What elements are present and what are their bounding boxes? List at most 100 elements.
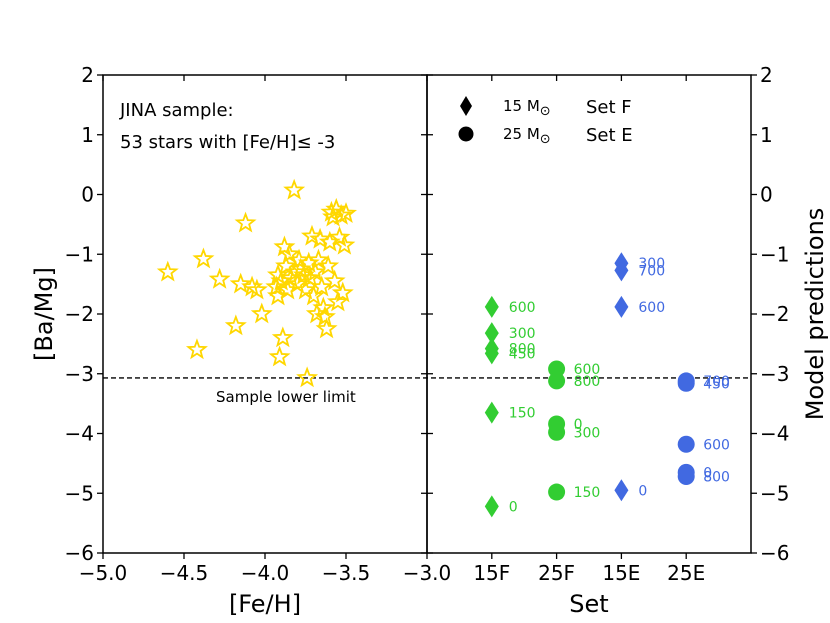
left-x-tick-label: −4.5 [160, 561, 209, 585]
star-point [192, 247, 215, 269]
left-x-tick-label: −4.0 [241, 561, 290, 585]
point-label-15E: 300 [638, 256, 665, 272]
star-point [333, 233, 356, 255]
legend-diamond-marker [460, 96, 472, 116]
diamond-point-15E [614, 259, 629, 282]
right-y-tick-label: −3 [760, 362, 789, 386]
left-y-tick-label: 2 [81, 63, 94, 87]
right-x-axis-label: Set [569, 590, 608, 618]
left-y-tick-label: 1 [81, 123, 94, 147]
star-point [275, 254, 298, 276]
right-y-tick-label: −4 [760, 422, 789, 446]
diamond-point-15E [614, 295, 629, 318]
legend-circle-marker [458, 126, 474, 142]
star-point [234, 211, 257, 233]
point-label-25F: 150 [574, 485, 601, 501]
point-label-15E: 700 [638, 263, 665, 279]
star-point [335, 202, 357, 223]
star-point [245, 278, 268, 300]
circle-point-25F [548, 423, 566, 441]
diamond-point-15F [484, 495, 499, 518]
star-point [250, 302, 273, 324]
right-y-tick-label: −6 [760, 541, 789, 565]
legend-set-label: Set E [586, 125, 633, 146]
right-x-tick-label: 15E [602, 561, 640, 585]
left-y-tick-label: −3 [65, 362, 94, 386]
left-y-tick-label: −4 [65, 422, 94, 446]
circle-point-25E [677, 435, 695, 453]
point-label-25E: 600 [703, 437, 730, 453]
point-label-25E: 450 [703, 376, 730, 392]
left-y-tick-label: 0 [81, 183, 94, 207]
circle-point-25F [548, 483, 566, 501]
legend-set-label: Set F [586, 97, 632, 118]
star-point [229, 272, 252, 294]
star-point [309, 227, 332, 249]
point-label-15F: 450 [509, 346, 536, 362]
right-y-tick-label: 0 [760, 183, 773, 207]
right-y-tick-label: −2 [760, 302, 789, 326]
star-point [297, 251, 320, 273]
point-label-25F: 800 [574, 374, 601, 390]
right-x-tick-label: 25F [538, 561, 575, 585]
left-y-axis-label: [Ba/Mg] [30, 267, 58, 361]
annotation-line-1: JINA sample: [119, 100, 234, 121]
star-point [156, 260, 179, 282]
point-label-25F: 0 [574, 417, 583, 433]
star-point [317, 254, 340, 276]
star-point [307, 248, 330, 270]
right-y-tick-label: −1 [760, 242, 789, 266]
right-y-tick-label: −5 [760, 481, 789, 505]
point-label-25F: 300 [574, 425, 601, 441]
diamond-point-15F [484, 295, 499, 318]
left-y-tick-label: −5 [65, 481, 94, 505]
circle-point-25F [548, 372, 566, 390]
left-y-tick-label: −6 [65, 541, 94, 565]
legend-solar-symbol: ⊙ [540, 132, 551, 147]
diamond-point-15F [484, 342, 499, 365]
diamond-point-15F [484, 401, 499, 424]
legend: 15 M⊙ Set F 25 M⊙ Set E [458, 96, 633, 147]
star-point [304, 260, 327, 282]
point-label-25F: 600 [574, 362, 601, 378]
star-point [296, 366, 319, 388]
left-y-tick-label: −2 [65, 302, 94, 326]
left-axis-ticks: 2 1 0 −1 −2 −3 −4 −5 −6−5.0 −4.5 −4.0 −3.5 −3.0 [65, 63, 452, 585]
star-point [224, 314, 247, 336]
point-label-15E: 600 [638, 300, 665, 316]
right-x-tick-label: 15F [473, 561, 510, 585]
point-label-25E: 700 [703, 374, 730, 390]
star-point [185, 338, 208, 360]
jina-star-points [156, 178, 357, 388]
diamond-point-15F [484, 322, 499, 345]
circle-point-25E [677, 468, 695, 486]
point-label-15F: 0 [509, 499, 518, 515]
right-axis-ticks: 2 1 0 −1 −2 −3 −4 −5 −6 15F 25F 15E 25E [427, 63, 789, 585]
point-label-15F: 300 [509, 326, 536, 342]
left-x-tick-label: −3.5 [322, 561, 371, 585]
legend-solar-symbol: ⊙ [540, 104, 551, 119]
point-label-25E: 0 [703, 465, 712, 481]
sample-lower-limit-label: Sample lower limit [216, 388, 356, 406]
star-point [208, 267, 231, 289]
left-y-tick-label: −1 [65, 242, 94, 266]
star-point [323, 269, 346, 291]
star-point [299, 266, 322, 288]
right-x-tick-label: 25E [667, 561, 705, 585]
star-point [310, 275, 333, 297]
point-label-15F: 800 [509, 342, 536, 358]
left-x-tick-label: −5.0 [79, 561, 128, 585]
right-y-tick-label: 1 [760, 123, 773, 147]
diamond-point-15E [614, 479, 629, 502]
star-point [326, 290, 349, 312]
star-point [278, 242, 301, 264]
annotation-line-2: 53 stars with [Fe/H]≤ -3 [120, 132, 335, 153]
left-x-axis-label: [Fe/H] [229, 590, 301, 618]
star-point [268, 345, 291, 367]
left-x-tick-label: −3.0 [403, 561, 452, 585]
star-point [271, 326, 294, 348]
star-point [266, 263, 289, 285]
star-point [328, 225, 351, 247]
star-point [315, 317, 338, 339]
